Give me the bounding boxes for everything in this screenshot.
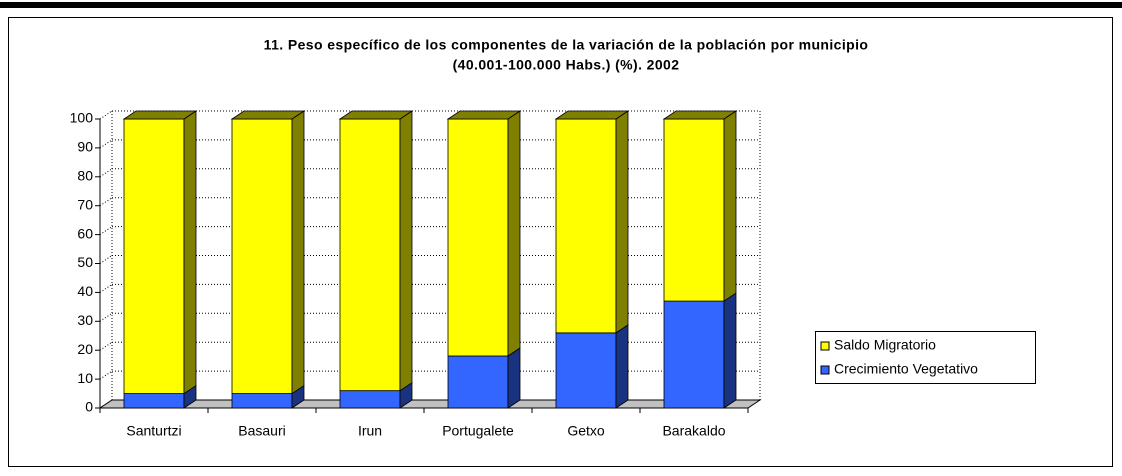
bar	[447, 355, 509, 409]
y-tick-label: 90	[77, 139, 93, 155]
side-grid-line	[99, 341, 113, 351]
bar-side	[615, 324, 629, 409]
bar-side	[291, 110, 305, 395]
bar-top	[230, 110, 306, 120]
side-grid-line	[99, 197, 113, 207]
top-rule	[0, 2, 1122, 8]
bar	[231, 118, 293, 394]
y-tick-label: 60	[77, 225, 93, 241]
bar-top	[554, 110, 630, 120]
x-tick-label: Irun	[358, 423, 382, 439]
legend-swatch	[820, 365, 830, 375]
y-tick-label: 0	[85, 399, 93, 415]
side-grid-line	[99, 255, 113, 264]
side-grid-line	[99, 110, 113, 120]
side-grid-line	[99, 312, 113, 322]
x-tick-label: Barakaldo	[662, 423, 725, 439]
y-tick-label: 30	[77, 312, 93, 328]
bar	[123, 393, 185, 409]
chart-subtitle: (40.001-100.000 Habs.) (%). 2002	[453, 57, 680, 73]
side-grid-line	[99, 283, 113, 293]
bar-side	[507, 110, 521, 357]
bar	[447, 118, 509, 357]
y-tick-label: 40	[77, 283, 93, 299]
floor	[98, 399, 762, 409]
legend-swatch	[820, 341, 830, 351]
side-grid-line	[99, 139, 113, 149]
y-tick-label: 20	[77, 341, 93, 357]
bar	[663, 118, 725, 302]
bar	[555, 118, 617, 334]
bar	[339, 390, 401, 409]
legend-label: Saldo Migratorio	[834, 337, 936, 353]
bar-side	[723, 292, 737, 409]
bar	[123, 118, 185, 394]
side-grid-line	[99, 370, 113, 380]
bar	[663, 300, 725, 409]
y-tick-label: 70	[77, 196, 93, 212]
bar-top	[662, 110, 738, 120]
bar-top	[338, 110, 414, 120]
y-tick-label: 10	[77, 370, 93, 386]
bar	[339, 118, 401, 392]
side-grid-line	[99, 168, 113, 178]
x-tick-label: Santurtzi	[126, 423, 181, 439]
y-tick-label: 100	[70, 110, 94, 126]
side-grid-line	[99, 226, 113, 236]
x-tick-label: Portugalete	[442, 423, 514, 439]
bar-side	[723, 110, 737, 302]
bar-top	[446, 110, 522, 120]
bar-top	[122, 110, 198, 120]
bar-side	[183, 110, 197, 395]
y-tick-label: 80	[77, 168, 93, 184]
bar	[555, 332, 617, 409]
legend-label: Crecimiento Vegetativo	[834, 361, 978, 377]
bar	[231, 393, 293, 409]
legend	[815, 331, 1036, 384]
y-tick-label: 50	[77, 254, 93, 270]
bar-side	[615, 110, 629, 334]
bar-side	[399, 110, 413, 392]
x-tick-label: Basauri	[238, 423, 285, 439]
chart-title: 11. Peso específico de los componentes d…	[264, 37, 869, 53]
x-tick-label: Getxo	[567, 423, 605, 439]
bar-side	[507, 347, 521, 409]
